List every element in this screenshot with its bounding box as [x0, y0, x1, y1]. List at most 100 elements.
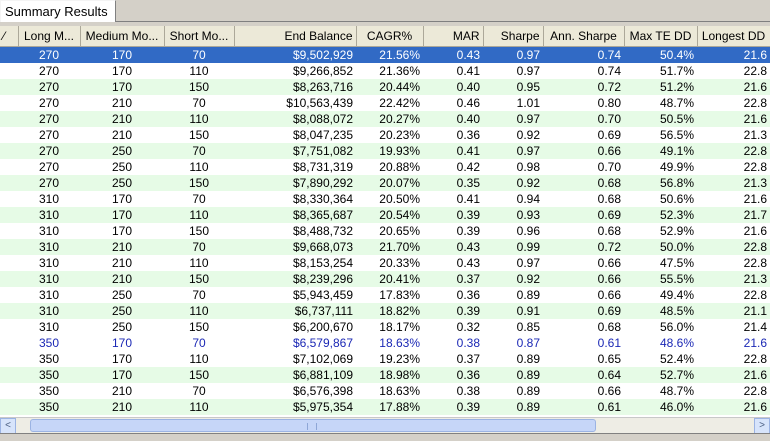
row-marker[interactable]: [0, 78, 18, 95]
cell-end-balance: $9,502,929: [234, 46, 356, 63]
table-row[interactable]: 270 250 70 $7,751,082 19.93% 0.41 0.97 0.66 49.1…: [0, 142, 770, 159]
row-marker[interactable]: [0, 46, 18, 63]
header-ann-sharpe[interactable]: Ann. Sharpe: [543, 26, 625, 47]
table-row[interactable]: 270 210 150 $8,047,235 20.23% 0.36 0.92 0.69 56.…: [0, 126, 770, 143]
cell-end-balance: $8,153,254: [234, 254, 356, 271]
header-mar[interactable]: MAR: [423, 26, 484, 47]
cell-end-balance: $6,576,398: [234, 382, 356, 399]
row-marker[interactable]: [0, 318, 18, 335]
table-row[interactable]: 270 170 150 $8,263,716 20.44% 0.40 0.95 0.72 51.…: [0, 78, 770, 95]
cell-long-ma: 270: [18, 142, 80, 159]
scroll-thumb[interactable]: [30, 419, 596, 432]
cell-max-te-dd: 52.9%: [624, 222, 697, 239]
table-row[interactable]: 270 250 150 $7,890,292 20.07% 0.35 0.92 0.68 56.…: [0, 174, 770, 191]
cell-cagr: 17.88%: [356, 398, 423, 415]
row-marker[interactable]: [0, 302, 18, 319]
row-marker[interactable]: [0, 334, 18, 351]
table-row[interactable]: 350 170 70 $6,579,867 18.63% 0.38 0.87 0.61 48.6…: [0, 334, 770, 351]
table-row[interactable]: 310 250 110 $6,737,111 18.82% 0.39 0.91 0.69 48.…: [0, 302, 770, 319]
row-marker[interactable]: [0, 286, 18, 303]
row-marker[interactable]: [0, 382, 18, 399]
cell-cagr: 20.54%: [356, 206, 423, 223]
table-row[interactable]: 310 210 70 $9,668,073 21.70% 0.43 0.99 0.72 50.0…: [0, 238, 770, 255]
table-row[interactable]: 310 170 150 $8,488,732 20.65% 0.39 0.96 0.68 52.…: [0, 222, 770, 239]
cell-short-ma: 70: [164, 94, 234, 111]
row-marker[interactable]: [0, 270, 18, 287]
cell-short-ma: 70: [164, 382, 234, 399]
cell-mar: 0.40: [423, 78, 483, 95]
cell-longest-dd: 21.6: [697, 190, 770, 207]
cell-cagr: 19.93%: [356, 142, 423, 159]
cell-mar: 0.39: [423, 222, 483, 239]
header-rowmarker[interactable]: ⁄: [0, 26, 19, 47]
row-marker[interactable]: [0, 398, 18, 415]
table-row[interactable]: 350 210 70 $6,576,398 18.63% 0.38 0.89 0.66 48.7…: [0, 382, 770, 399]
header-medium-ma[interactable]: Medium Mo...: [80, 26, 165, 47]
cell-longest-dd: 21.4: [697, 318, 770, 335]
row-marker[interactable]: [0, 62, 18, 79]
table-row[interactable]: 270 250 110 $8,731,319 20.88% 0.42 0.98 0.70 49.…: [0, 158, 770, 175]
table-row[interactable]: 310 250 150 $6,200,670 18.17% 0.32 0.85 0.68 56.…: [0, 318, 770, 335]
cell-end-balance: $8,263,716: [234, 78, 356, 95]
row-marker[interactable]: [0, 174, 18, 191]
cell-cagr: 18.63%: [356, 382, 423, 399]
cell-longest-dd: 22.8: [697, 94, 770, 111]
row-marker[interactable]: [0, 110, 18, 127]
row-marker[interactable]: [0, 94, 18, 111]
cell-sharpe: 1.01: [483, 94, 543, 111]
tab-summary-results[interactable]: Summary Results: [0, 0, 116, 22]
cell-end-balance: $5,943,459: [234, 286, 356, 303]
header-short-ma[interactable]: Short Mo...: [164, 26, 235, 47]
cell-ann-sharpe: 0.66: [543, 286, 624, 303]
cell-sharpe: 0.89: [483, 398, 543, 415]
table-row[interactable]: 270 210 110 $8,088,072 20.27% 0.40 0.97 0.70 50.…: [0, 110, 770, 127]
header-sharpe[interactable]: Sharpe: [483, 26, 544, 47]
row-marker[interactable]: [0, 238, 18, 255]
row-marker[interactable]: [0, 206, 18, 223]
cell-longest-dd: 21.6: [697, 46, 770, 63]
cell-mar: 0.41: [423, 142, 483, 159]
cell-end-balance: $6,200,670: [234, 318, 356, 335]
table-row[interactable]: 310 210 150 $8,239,296 20.41% 0.37 0.92 0.66 55.…: [0, 270, 770, 287]
horizontal-scrollbar[interactable]: < >: [0, 417, 770, 434]
row-marker[interactable]: [0, 126, 18, 143]
header-long-ma[interactable]: Long M...: [18, 26, 81, 47]
results-grid[interactable]: ⁄ Long M... Medium Mo... Short Mo... End…: [0, 26, 770, 417]
table-row[interactable]: 270 210 70 $10,563,439 22.42% 0.46 1.01 0.80 48.…: [0, 94, 770, 111]
scroll-left-button[interactable]: <: [0, 418, 16, 434]
cell-medium-ma: 170: [80, 190, 164, 207]
cell-cagr: 20.07%: [356, 174, 423, 191]
cell-medium-ma: 250: [80, 174, 164, 191]
table-row[interactable]: 350 170 150 $6,881,109 18.98% 0.36 0.89 0.64 52.…: [0, 366, 770, 383]
row-marker[interactable]: [0, 366, 18, 383]
cell-mar: 0.39: [423, 206, 483, 223]
row-marker[interactable]: [0, 142, 18, 159]
row-marker[interactable]: [0, 254, 18, 271]
cell-ann-sharpe: 0.74: [543, 46, 624, 63]
table-row[interactable]: 270 170 70 $9,502,929 21.56% 0.43 0.97 0.74 50.4…: [0, 46, 770, 63]
cell-cagr: 20.65%: [356, 222, 423, 239]
cell-medium-ma: 210: [80, 270, 164, 287]
table-row[interactable]: 310 170 70 $8,330,364 20.50% 0.41 0.94 0.68 50.6…: [0, 190, 770, 207]
header-cagr[interactable]: CAGR%: [356, 26, 424, 47]
table-row[interactable]: 350 170 110 $7,102,069 19.23% 0.37 0.89 0.65 52.…: [0, 350, 770, 367]
cell-short-ma: 150: [164, 318, 234, 335]
row-marker[interactable]: [0, 350, 18, 367]
row-marker[interactable]: [0, 158, 18, 175]
cell-long-ma: 310: [18, 286, 80, 303]
cell-sharpe: 0.97: [483, 254, 543, 271]
table-row[interactable]: 310 170 110 $8,365,687 20.54% 0.39 0.93 0.69 52.…: [0, 206, 770, 223]
header-longest-dd[interactable]: Longest DD: [697, 26, 770, 47]
header-max-te-dd[interactable]: Max TE DD: [624, 26, 698, 47]
table-row[interactable]: 310 250 70 $5,943,459 17.83% 0.36 0.89 0.66 49.4…: [0, 286, 770, 303]
cell-cagr: 19.23%: [356, 350, 423, 367]
table-row[interactable]: 270 170 110 $9,266,852 21.36% 0.41 0.97 0.74 51.…: [0, 62, 770, 79]
header-end-balance[interactable]: End Balance: [234, 26, 357, 47]
cell-cagr: 21.70%: [356, 238, 423, 255]
row-marker[interactable]: [0, 190, 18, 207]
scroll-right-button[interactable]: >: [754, 418, 770, 434]
cell-medium-ma: 250: [80, 142, 164, 159]
row-marker[interactable]: [0, 222, 18, 239]
table-row[interactable]: 350 210 110 $5,975,354 17.88% 0.39 0.89 0.61 46.…: [0, 398, 770, 415]
